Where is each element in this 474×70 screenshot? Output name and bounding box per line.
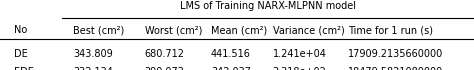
Text: 3.318e+02: 3.318e+02 [273, 67, 327, 70]
Text: EDE: EDE [14, 67, 34, 70]
Text: 441.516: 441.516 [211, 49, 251, 59]
Text: Worst (cm²): Worst (cm²) [145, 25, 202, 35]
Text: Mean (cm²): Mean (cm²) [211, 25, 267, 35]
Text: 17909.2135660000: 17909.2135660000 [348, 49, 444, 59]
Text: 390.073: 390.073 [145, 67, 184, 70]
Text: No: No [14, 25, 27, 35]
Text: LMS of Training NARX-MLPNN model: LMS of Training NARX-MLPNN model [180, 1, 356, 11]
Text: 332.134: 332.134 [73, 67, 113, 70]
Text: DE: DE [14, 49, 28, 59]
Text: Time for 1 run (s): Time for 1 run (s) [348, 25, 433, 35]
Text: 680.712: 680.712 [145, 49, 184, 59]
Text: 18479.5821080000: 18479.5821080000 [348, 67, 444, 70]
Text: 1.241e+04: 1.241e+04 [273, 49, 327, 59]
Text: Best (cm²): Best (cm²) [73, 25, 125, 35]
Text: 343.809: 343.809 [73, 49, 113, 59]
Text: Variance (cm²): Variance (cm²) [273, 25, 344, 35]
Text: 342.037: 342.037 [211, 67, 251, 70]
